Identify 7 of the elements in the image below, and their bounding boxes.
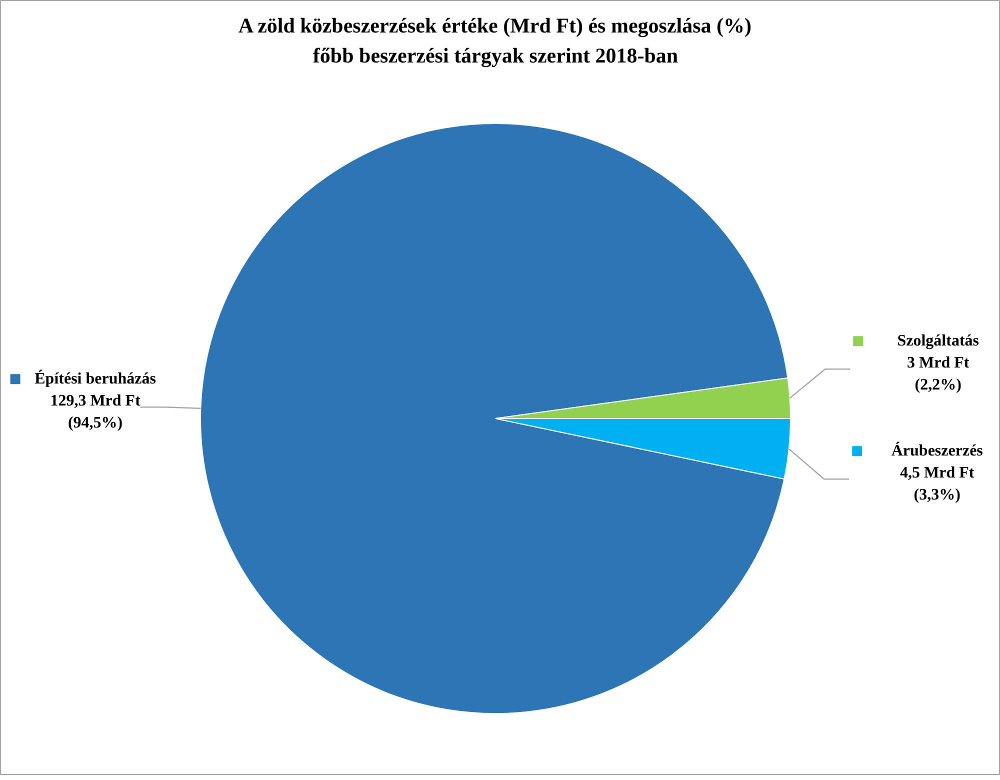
data-label: 4,5 Mrd Ft (3,3%)	[900, 464, 975, 504]
legend-label: Árubeszerzés	[891, 442, 983, 460]
chart-title: A zöld közbeszerzések értéke (Mrd Ft) és megoszlása (%) főbb beszerzési tárgyak szerint 2018-ban	[238, 14, 752, 68]
data-label: 129,3 Mrd Ft (94,5%)	[50, 392, 142, 432]
legend-label: Építési beruházás	[34, 370, 156, 388]
data-label: 3 Mrd Ft (2,2%)	[907, 354, 970, 394]
legend-label: Szolgáltatás	[897, 332, 980, 350]
